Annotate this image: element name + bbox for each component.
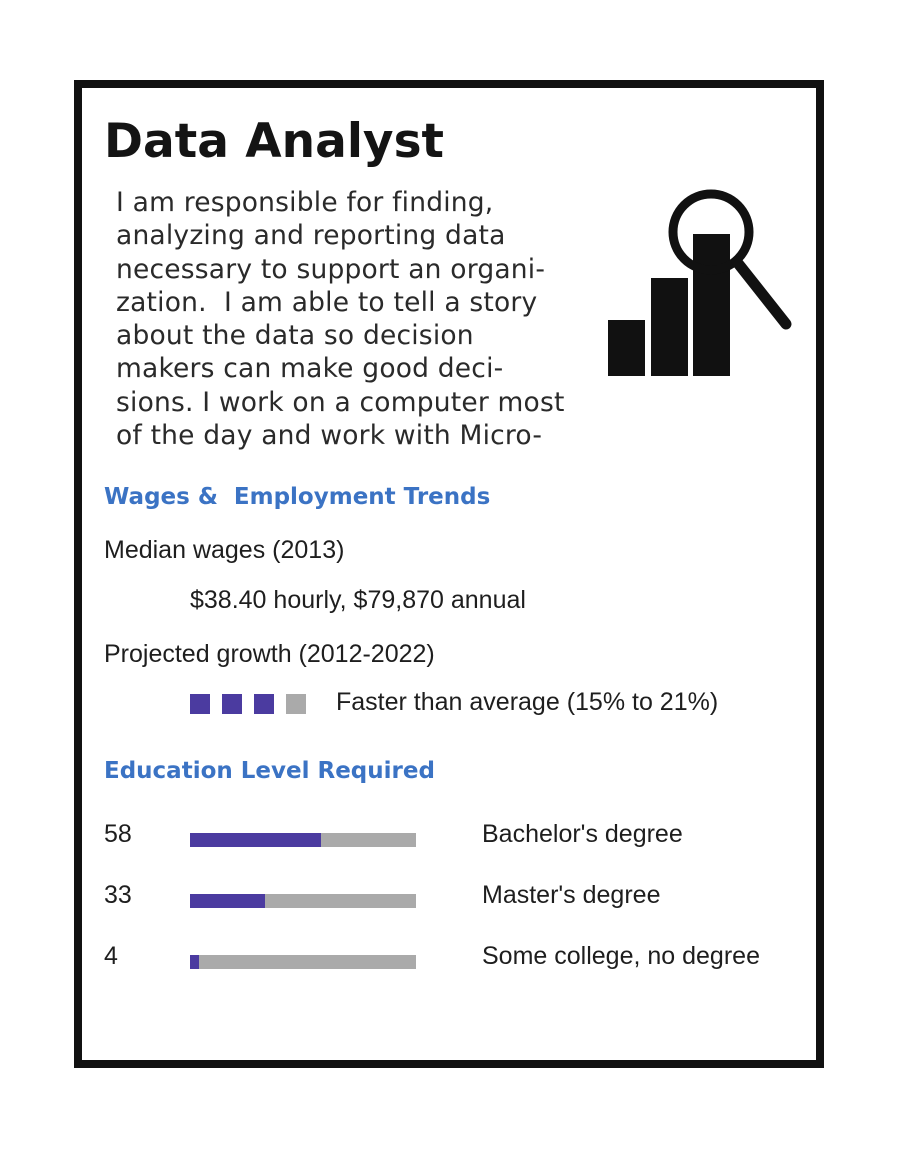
description-line: necessary to support an organi- bbox=[116, 253, 546, 285]
growth-square-filled bbox=[222, 694, 242, 714]
growth-square-empty bbox=[286, 694, 306, 714]
education-bar-fill bbox=[190, 955, 200, 969]
page-title: Data Analyst bbox=[104, 114, 445, 169]
education-level-name: Master's degree bbox=[482, 881, 661, 909]
description-line: analyzing and reporting data bbox=[116, 220, 506, 252]
growth-square-filled bbox=[190, 694, 210, 714]
growth-description: Faster than average (15% to 21%) bbox=[336, 688, 719, 716]
education-percent: 4 bbox=[104, 942, 118, 970]
education-bar-fill bbox=[190, 833, 322, 847]
education-row: 33 Master's degree bbox=[0, 881, 900, 921]
education-row: 58 Bachelor's degree bbox=[0, 820, 900, 860]
description-line: of the day and work with Micro- bbox=[116, 420, 543, 452]
education-bar bbox=[190, 833, 416, 847]
median-wages-value: $38.40 hourly, $79,870 annual bbox=[190, 586, 526, 614]
education-bar bbox=[190, 894, 416, 908]
wages-heading: Wages & Employment Trends bbox=[104, 484, 491, 510]
description-line: makers can make good deci- bbox=[116, 353, 504, 385]
job-description: I am responsible for finding, analyzing … bbox=[116, 186, 596, 452]
education-percent: 33 bbox=[104, 881, 132, 909]
education-row: 4 Some college, no degree bbox=[0, 942, 900, 982]
growth-square-filled bbox=[254, 694, 274, 714]
education-bar bbox=[190, 955, 416, 969]
median-wages-label: Median wages (2013) bbox=[104, 536, 345, 564]
education-bar-fill bbox=[190, 894, 265, 908]
description-line: about the data so decision bbox=[116, 320, 474, 352]
chart-magnifier-icon bbox=[608, 189, 792, 376]
description-line: zation. I am able to tell a story bbox=[116, 286, 538, 318]
growth-rating bbox=[190, 694, 306, 714]
education-level-name: Bachelor's degree bbox=[482, 820, 683, 848]
description-line: I am responsible for finding, bbox=[116, 187, 494, 218]
description-line: sions. I work on a computer most bbox=[116, 386, 565, 418]
projected-growth-label: Projected growth (2012-2022) bbox=[104, 640, 435, 668]
education-heading: Education Level Required bbox=[104, 758, 435, 784]
education-level-name: Some college, no degree bbox=[482, 942, 760, 970]
education-percent: 58 bbox=[104, 820, 132, 848]
